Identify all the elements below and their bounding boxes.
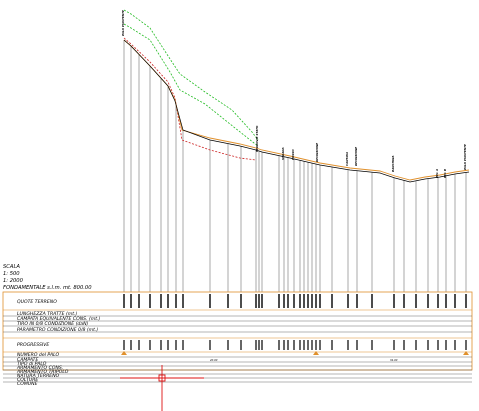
row-numero-palo: NUMERO del PALO xyxy=(17,352,60,358)
span-label-1: 20.00 xyxy=(210,358,218,362)
section-label-cantina: CANTINA xyxy=(345,152,349,166)
span-label-2: 34.00 xyxy=(390,358,398,362)
row-progressive: PROGRESSIVE xyxy=(17,342,49,348)
section-label-fosso: FOSSO xyxy=(291,149,295,160)
row-natura-terreno: NATURA TERRENO xyxy=(17,373,60,379)
scale-vertical: 1: 2000 xyxy=(3,278,24,284)
row-campata-equivalente: CAMPATA EQUIVALENTE CONS. (mt.) xyxy=(17,316,101,322)
row-lunghezza-tratte: LUNGHEZZA TRATTE (mt.) xyxy=(17,311,77,317)
section-label-banchina: BANCHINA xyxy=(391,155,395,172)
conductor-high-curve-2 xyxy=(123,23,259,147)
section-labels: PALO ESISTENTE FERROVIE STATO STRADA FOS… xyxy=(121,10,467,178)
pole-marker-icon xyxy=(313,351,319,355)
pole-marker-icon xyxy=(121,351,127,355)
section-label-strada: STRADA xyxy=(281,147,285,160)
section-label-palo-esistente-start: PALO ESISTENTE xyxy=(121,10,125,36)
section-label-recinzione-2: RECINZIONE xyxy=(354,147,358,166)
row-armamento-cons: ARMAMENTO CONS. xyxy=(16,365,63,371)
row-colture: COLTURE xyxy=(17,377,38,383)
section-label-palo-esistente-end: PALO ESISTENTE xyxy=(463,144,467,170)
row-armamento-tripolo: ARMAMENTO TRIPOLO xyxy=(16,369,69,375)
row-comune: COMUNE xyxy=(17,381,38,387)
crosshair-cursor-icon[interactable] xyxy=(120,365,204,411)
row-quote-terreno: QUOTE TERRENO xyxy=(17,299,57,305)
scale-horizontal: 1: 500 xyxy=(3,271,20,277)
scale-title: SCALA xyxy=(3,264,20,270)
terrain-profile xyxy=(123,39,470,183)
pole-marker-icon xyxy=(463,351,469,355)
datum-label: FONDAMENTALE s.l.m. mt. 800.00 xyxy=(3,285,92,291)
section-label-ferrovie: FERROVIE STATO xyxy=(255,125,259,152)
row-campate: CAMPATE xyxy=(17,357,38,363)
section-label-biv-b: BIV. B xyxy=(443,169,447,178)
row-tipo-palo: TIPO di PALO xyxy=(17,361,47,367)
row-tiro: TIRO IN 0/8 CONDIZIONE (daN) xyxy=(17,321,89,327)
station-lines xyxy=(123,40,467,350)
conductor-high-curve-1 xyxy=(123,9,259,141)
pole-markers xyxy=(121,351,469,355)
band-labels: QUOTE TERRENO LUNGHEZZA TRATTE (mt.) CAM… xyxy=(16,299,101,387)
section-label-biv-a: BIV. A xyxy=(435,169,439,178)
conductor-low-curve xyxy=(123,37,257,161)
row-parametro: PARAMETRO CONDIZIONE 0/8 (mt.) xyxy=(17,327,98,333)
section-label-recinzione-1: RECINZIONE xyxy=(315,143,319,162)
